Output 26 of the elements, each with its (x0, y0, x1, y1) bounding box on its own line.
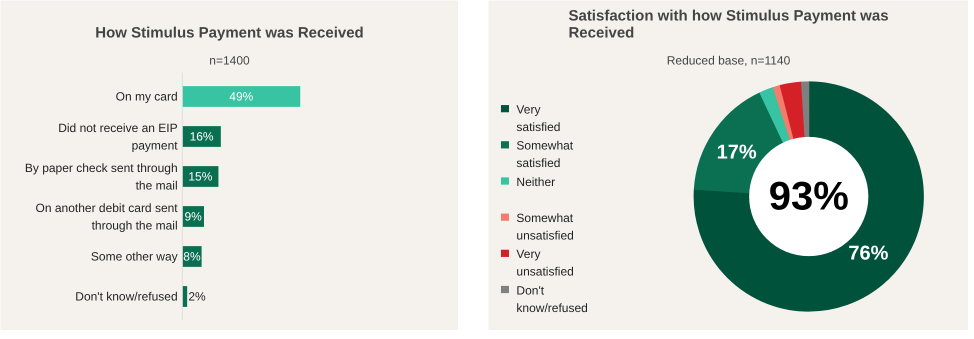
bar (182, 86, 300, 107)
legend-label: Very unsatisfied (516, 247, 574, 279)
legend-label: Don't know/refused (516, 283, 588, 315)
chart-subtitle: n=1400 (209, 54, 250, 68)
data-label: 76% (848, 242, 889, 265)
text: 93% (768, 174, 849, 218)
y-tick-label: On my card (116, 90, 178, 104)
y-tick-label: Some other way (90, 250, 178, 264)
legend-label: Somewhat unsatisfied (516, 210, 574, 242)
legend-label: Somewhat satisfied (516, 138, 574, 170)
data-label: 9% (184, 210, 202, 224)
y-tick-label: Did not receive an EIP payment (58, 120, 178, 152)
legend-label: Very satisfied (516, 102, 560, 134)
data-label: 16% (190, 130, 214, 144)
data-label: 8% (183, 250, 201, 264)
data-label: 17% (716, 141, 757, 164)
chart-subtitle: Reduced base, n=1140 (666, 54, 791, 68)
y-tick-label: By paper check sent through the mail (24, 160, 178, 192)
chart-title: Satisfaction with how Stimulus Payment was Received (568, 8, 889, 42)
legend-label: Neither (516, 174, 556, 189)
data-label: 2% (188, 290, 206, 304)
y-tick-label: On another debit card sent through the mail (36, 200, 178, 232)
chart-title: How Stimulus Payment was Received (95, 24, 364, 42)
data-label: 49% (229, 90, 254, 104)
y-tick-label: Don't know/refused (75, 290, 178, 304)
data-label: 15% (188, 170, 213, 184)
